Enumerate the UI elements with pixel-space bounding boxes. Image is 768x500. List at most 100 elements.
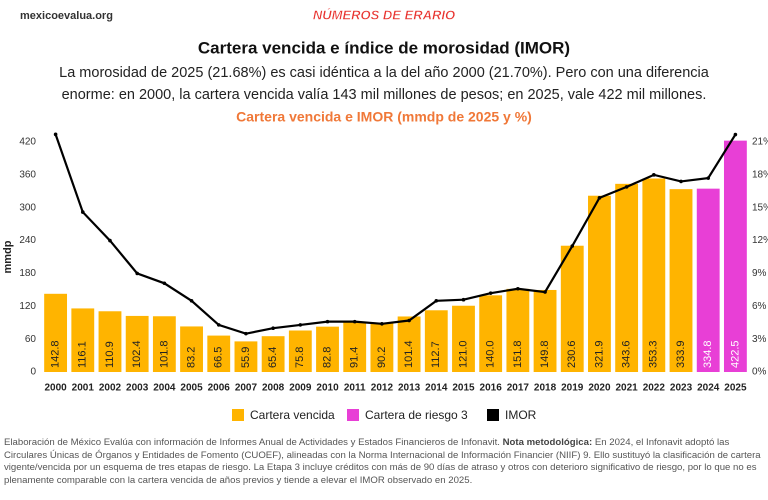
bar bbox=[615, 183, 639, 372]
line-point bbox=[652, 173, 656, 177]
y-tick-label: 240 bbox=[19, 235, 36, 246]
x-tick-label: 2021 bbox=[616, 383, 639, 394]
x-tick-label: 2019 bbox=[561, 383, 584, 394]
value-label: 55.9 bbox=[240, 347, 252, 368]
line-point bbox=[380, 322, 384, 326]
value-label: 83.2 bbox=[185, 347, 197, 368]
value-label: 110.9 bbox=[104, 341, 116, 368]
x-tick-label: 2009 bbox=[289, 383, 312, 394]
line-point bbox=[570, 244, 575, 248]
line-point bbox=[271, 326, 275, 330]
line-point bbox=[624, 185, 629, 189]
y-tick-label: 360 bbox=[19, 169, 36, 180]
y2-tick-label: 3% bbox=[752, 334, 767, 345]
chart-subtitle: Cartera vencida e IMOR (mmdp de 2025 y %… bbox=[236, 109, 532, 125]
value-label: 149.8 bbox=[539, 340, 551, 368]
y-tick-label: 120 bbox=[19, 301, 36, 312]
line-point bbox=[461, 297, 466, 302]
site-name: mexicoevalua.org bbox=[20, 10, 113, 22]
x-tick-label: 2011 bbox=[344, 383, 366, 394]
value-label: 334.8 bbox=[702, 340, 714, 368]
chart-title: Cartera vencida e índice de morosidad (I… bbox=[198, 38, 570, 57]
value-label: 151.8 bbox=[512, 340, 524, 368]
bar bbox=[343, 321, 367, 372]
value-label: 353.3 bbox=[648, 340, 660, 368]
legend-label: Cartera vencida bbox=[250, 408, 335, 422]
line-point bbox=[135, 271, 139, 276]
x-tick-label: 2024 bbox=[697, 383, 720, 394]
line-point bbox=[108, 238, 112, 243]
value-label: 101.8 bbox=[158, 340, 170, 368]
bar bbox=[479, 295, 503, 372]
footnote-text: Elaboración de México Evalúa con informa… bbox=[4, 437, 503, 448]
bar bbox=[452, 305, 475, 372]
bar bbox=[234, 341, 258, 372]
value-label: 65.4 bbox=[267, 347, 279, 368]
bar bbox=[125, 315, 149, 372]
value-label: 91.4 bbox=[349, 347, 361, 368]
footnote-text: En 2024, el Infonavit adoptó las Circula… bbox=[4, 437, 761, 486]
x-tick-label: 2006 bbox=[208, 383, 231, 394]
line-point bbox=[407, 318, 411, 323]
line-point bbox=[679, 179, 683, 184]
y-tick-label: 420 bbox=[19, 137, 36, 148]
footnote-bold: Nota metodológica: bbox=[502, 437, 593, 448]
y2-tick-label: 0% bbox=[752, 367, 767, 378]
bar bbox=[316, 326, 339, 372]
y-tick-label: 60 bbox=[25, 334, 37, 345]
x-tick-label: 2010 bbox=[316, 383, 339, 394]
y2-tick-label: 21% bbox=[752, 137, 768, 148]
y2-tick-label: 15% bbox=[752, 202, 768, 213]
value-label: 90.2 bbox=[376, 347, 388, 368]
bar bbox=[533, 289, 557, 372]
legend-swatch bbox=[347, 409, 359, 421]
y-tick-label: 0 bbox=[30, 367, 36, 378]
line-point bbox=[244, 331, 248, 336]
x-tick-label: 2022 bbox=[643, 383, 666, 394]
value-label: 82.8 bbox=[321, 347, 333, 368]
value-label: 75.8 bbox=[294, 347, 306, 368]
line-point bbox=[162, 281, 167, 286]
bar bbox=[669, 189, 693, 372]
value-label: 142.8 bbox=[50, 340, 62, 368]
value-label: 422.5 bbox=[729, 340, 741, 368]
y2-tick-label: 18% bbox=[752, 169, 768, 180]
x-tick-label: 2001 bbox=[72, 383, 95, 394]
x-tick-label: 2000 bbox=[44, 383, 67, 394]
line-point bbox=[189, 299, 194, 303]
x-tick-label: 2005 bbox=[180, 383, 203, 394]
bar bbox=[71, 308, 95, 372]
bar bbox=[424, 310, 448, 372]
bar bbox=[207, 335, 231, 372]
x-tick-label: 2018 bbox=[534, 383, 557, 394]
legend-label: Cartera de riesgo 3 bbox=[365, 408, 468, 422]
legend-swatch bbox=[487, 409, 499, 421]
value-label: 321.9 bbox=[593, 340, 605, 368]
value-label: 102.4 bbox=[131, 340, 143, 368]
bar bbox=[696, 188, 720, 372]
value-label: 343.6 bbox=[621, 340, 633, 368]
x-tick-label: 2015 bbox=[452, 383, 475, 394]
line-point bbox=[80, 210, 85, 214]
subtitle: enorme: en 2000, la cartera vencida valí… bbox=[62, 87, 707, 103]
bar bbox=[261, 336, 285, 372]
logo: NÚMEROS DE ERARIO bbox=[313, 7, 455, 22]
x-tick-label: 2014 bbox=[425, 383, 448, 394]
line-point bbox=[298, 323, 303, 327]
x-tick-label: 2013 bbox=[398, 383, 421, 394]
bar bbox=[152, 316, 176, 372]
bar bbox=[397, 316, 421, 372]
bar bbox=[180, 326, 203, 372]
line-point bbox=[325, 319, 330, 324]
bar bbox=[370, 322, 394, 372]
line-point bbox=[706, 176, 711, 180]
line-point bbox=[434, 299, 439, 303]
x-tick-label: 2017 bbox=[507, 383, 530, 394]
chart: mexicoevalua.org NÚMEROS DE ERARIO Carte… bbox=[2, 7, 768, 422]
value-label: 101.4 bbox=[403, 340, 415, 368]
value-label: 66.5 bbox=[213, 347, 225, 368]
y2-tick-label: 12% bbox=[752, 235, 768, 246]
line bbox=[54, 133, 737, 335]
line-point bbox=[543, 290, 547, 294]
line-point bbox=[53, 132, 58, 137]
